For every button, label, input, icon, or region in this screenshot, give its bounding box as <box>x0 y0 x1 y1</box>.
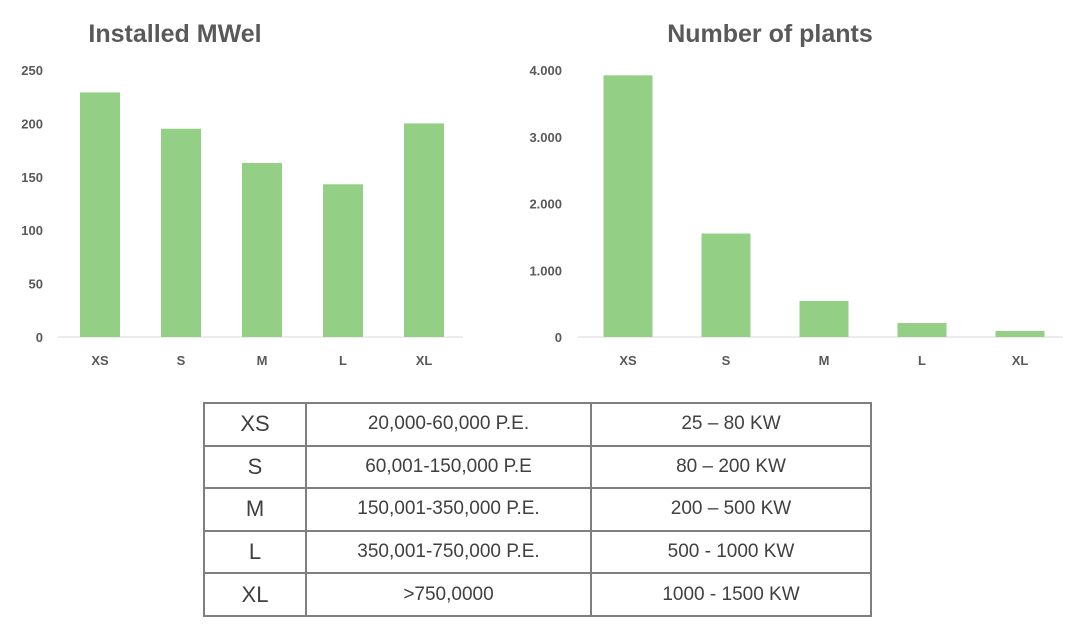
y-tick-label: 250 <box>21 63 43 78</box>
table-row: M 150,001-350,000 P.E. 200 – 500 KW <box>203 487 872 532</box>
y-tick-label: 0 <box>555 330 562 345</box>
y-tick-label: 2.000 <box>529 197 562 212</box>
chart-title-number-of-plants: Number of plants <box>667 20 873 48</box>
bar-l <box>323 184 363 337</box>
x-tick-label: S <box>722 353 731 368</box>
power-range-cell: 1000 - 1500 KW <box>590 572 872 617</box>
population-equivalent-cell: 350,001-750,000 P.E. <box>305 529 592 575</box>
population-equivalent-cell: >750,0000 <box>305 572 592 617</box>
x-tick-label: S <box>177 353 186 368</box>
bar-m <box>242 162 282 337</box>
size-cell: S <box>203 444 307 490</box>
x-tick-label: M <box>257 353 268 368</box>
table-row: XS 20,000-60,000 P.E. 25 – 80 KW <box>203 402 872 447</box>
power-range-cell: 500 - 1000 KW <box>590 529 872 575</box>
y-tick-label: 50 <box>29 277 43 292</box>
y-tick-label: 150 <box>21 170 43 185</box>
y-tick-label: 0 <box>36 330 43 345</box>
x-tick-label: L <box>918 353 926 368</box>
x-tick-label: L <box>339 353 347 368</box>
y-tick-label: 100 <box>21 223 43 238</box>
size-class-table: XS 20,000-60,000 P.E. 25 – 80 KW S 60,00… <box>203 402 872 617</box>
size-cell: XS <box>203 402 307 447</box>
x-tick-label: XS <box>619 353 637 368</box>
bar-xl <box>995 330 1045 337</box>
x-tick-label: M <box>819 353 830 368</box>
bar-xs <box>80 92 120 337</box>
bar-s <box>161 128 201 337</box>
population-equivalent-cell: 20,000-60,000 P.E. <box>305 402 592 447</box>
bar-m <box>799 300 849 337</box>
power-range-cell: 80 – 200 KW <box>590 444 872 490</box>
y-tick-label: 4.000 <box>529 63 562 78</box>
y-tick-label: 200 <box>21 116 43 131</box>
bar-s <box>701 233 751 337</box>
bar-xl <box>404 123 444 338</box>
table-row: L 350,001-750,000 P.E. 500 - 1000 KW <box>203 529 872 575</box>
x-tick-label: XL <box>416 353 433 368</box>
x-tick-label: XS <box>91 353 109 368</box>
table-row: S 60,001-150,000 P.E 80 – 200 KW <box>203 444 872 490</box>
size-cell: L <box>203 529 307 575</box>
bar-l <box>897 322 947 337</box>
population-equivalent-cell: 150,001-350,000 P.E. <box>305 487 592 532</box>
size-cell: XL <box>203 572 307 617</box>
y-tick-label: 3.000 <box>529 130 562 145</box>
bar-xs <box>603 75 653 337</box>
size-cell: M <box>203 487 307 532</box>
power-range-cell: 200 – 500 KW <box>590 487 872 532</box>
y-tick-label: 1.000 <box>529 263 562 278</box>
x-tick-label: XL <box>1012 353 1029 368</box>
chart-title-installed-mwel: Installed MWel <box>88 20 262 48</box>
population-equivalent-cell: 60,001-150,000 P.E <box>305 444 592 490</box>
table-row: XL >750,0000 1000 - 1500 KW <box>203 572 872 617</box>
power-range-cell: 25 – 80 KW <box>590 402 872 447</box>
